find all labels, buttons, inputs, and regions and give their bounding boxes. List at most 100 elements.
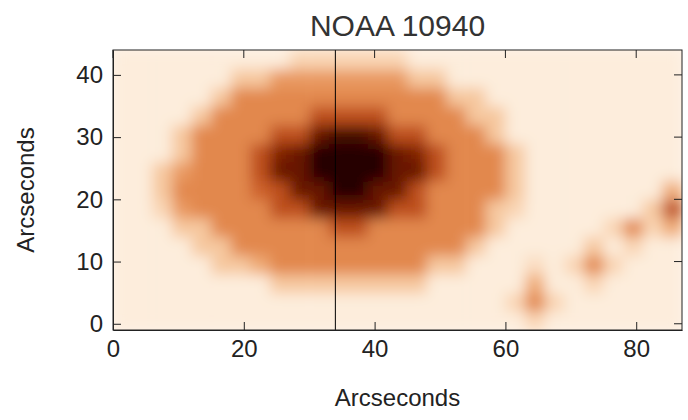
heatmap-cell: [368, 218, 388, 237]
tick-label: 60: [493, 335, 520, 362]
heatmap-cell: [368, 69, 388, 88]
heatmap-cell: [407, 181, 427, 200]
heatmap-cell: [172, 162, 192, 181]
heatmap-cell: [662, 69, 682, 88]
heatmap-cell: [447, 255, 467, 274]
heatmap-cell: [407, 237, 427, 256]
heatmap-cell: [133, 311, 153, 330]
heatmap-cell: [270, 181, 290, 200]
heatmap-cell: [525, 143, 545, 162]
heatmap-cell: [545, 218, 565, 237]
heatmap-cell: [133, 199, 153, 218]
heatmap-cell: [250, 106, 270, 125]
heatmap-cell: [427, 143, 447, 162]
heatmap-cell: [191, 199, 211, 218]
heatmap-cell: [270, 87, 290, 106]
heatmap-cell: [604, 255, 624, 274]
heatmap-cell: [643, 255, 663, 274]
heatmap-cell: [662, 50, 682, 69]
heatmap-cell: [505, 50, 525, 69]
mirror-ticks: [113, 50, 682, 324]
heatmap-cell: [231, 50, 251, 69]
tick-label: 20: [231, 335, 258, 362]
heatmap-cell: [211, 199, 231, 218]
heatmap-cell: [427, 181, 447, 200]
heatmap-cell: [348, 237, 368, 256]
heatmap-cell: [505, 162, 525, 181]
heatmap-cell: [623, 293, 643, 312]
heatmap-cell: [133, 87, 153, 106]
heatmap-cell: [662, 162, 682, 181]
heatmap-cell: [211, 255, 231, 274]
heatmap-cell: [388, 274, 408, 293]
heatmap-cell: [250, 87, 270, 106]
heatmap-cell: [348, 50, 368, 69]
heatmap-cell: [133, 274, 153, 293]
tick-label: 40: [362, 335, 389, 362]
heatmap-cell: [113, 162, 133, 181]
heatmap-cell: [662, 106, 682, 125]
heatmap-cell: [505, 181, 525, 200]
heatmap-cell: [368, 106, 388, 125]
heatmap-cell: [466, 311, 486, 330]
heatmap-cell: [486, 87, 506, 106]
heatmap-cell: [584, 162, 604, 181]
heatmap-cell: [564, 311, 584, 330]
heatmap-cell: [368, 87, 388, 106]
heatmap-cell: [486, 50, 506, 69]
heatmap-cell: [466, 274, 486, 293]
heatmap-cell: [113, 87, 133, 106]
heatmap-cell: [231, 69, 251, 88]
heatmap-cell: [505, 143, 525, 162]
heatmap-cell: [604, 50, 624, 69]
heatmap-cell: [152, 218, 172, 237]
heatmap-cell: [564, 87, 584, 106]
heatmap-cell: [486, 218, 506, 237]
heatmap-cell: [309, 143, 329, 162]
heatmap-cell: [643, 311, 663, 330]
heatmap-cell: [309, 181, 329, 200]
heatmap-cell: [231, 181, 251, 200]
heatmap-cell: [662, 274, 682, 293]
heatmap-cell: [643, 293, 663, 312]
heatmap-cell: [211, 50, 231, 69]
heatmap-cell: [211, 69, 231, 88]
plot-area: [113, 50, 682, 330]
heatmap-cell: [211, 87, 231, 106]
heatmap-cell: [348, 293, 368, 312]
heatmap-cell: [211, 162, 231, 181]
tick-mark: [505, 322, 506, 330]
heatmap-cell: [486, 106, 506, 125]
tick-mark: [674, 74, 682, 75]
heatmap-cell: [427, 162, 447, 181]
tick-mark: [636, 322, 637, 330]
heatmap-cell: [348, 311, 368, 330]
heatmap-cell: [545, 255, 565, 274]
heatmap-cell: [466, 106, 486, 125]
heatmap-cell: [348, 125, 368, 144]
heatmap-cell: [662, 143, 682, 162]
heatmap-cell: [152, 311, 172, 330]
heatmap-cell: [152, 162, 172, 181]
heatmap-cell: [309, 69, 329, 88]
heatmap-cell: [486, 181, 506, 200]
heatmap-cell: [191, 143, 211, 162]
heatmap-cell: [505, 311, 525, 330]
heatmap-cell: [368, 274, 388, 293]
heatmap-cell: [407, 125, 427, 144]
heatmap-cell: [407, 106, 427, 125]
heatmap-cell: [486, 293, 506, 312]
heatmap-cell: [427, 106, 447, 125]
heatmap-cell: [486, 69, 506, 88]
heatmap-cell: [388, 162, 408, 181]
heatmap-cell: [525, 162, 545, 181]
heatmap-cell: [191, 218, 211, 237]
heatmap-cell: [525, 69, 545, 88]
heatmap-cell: [270, 69, 290, 88]
heatmap-cell: [486, 143, 506, 162]
tick-mark: [244, 322, 245, 330]
tick: 10: [76, 248, 121, 275]
heatmap-cell: [329, 274, 349, 293]
heatmap-cell: [505, 199, 525, 218]
plot-frame: [113, 50, 682, 330]
